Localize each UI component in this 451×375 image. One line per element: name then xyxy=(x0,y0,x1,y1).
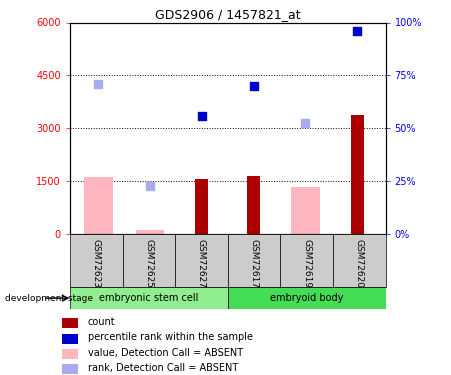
Text: GSM72625: GSM72625 xyxy=(144,238,153,288)
Bar xyxy=(228,234,281,287)
Bar xyxy=(195,179,208,234)
Text: GSM72623: GSM72623 xyxy=(92,238,101,288)
Text: GSM72617: GSM72617 xyxy=(249,238,258,288)
Bar xyxy=(136,231,164,234)
Text: embryonic stem cell: embryonic stem cell xyxy=(99,293,198,303)
Text: GSM72619: GSM72619 xyxy=(302,238,311,288)
Bar xyxy=(333,234,386,287)
Text: embryoid body: embryoid body xyxy=(270,293,343,303)
Bar xyxy=(228,287,386,309)
Bar xyxy=(84,177,113,234)
Title: GDS2906 / 1457821_at: GDS2906 / 1457821_at xyxy=(155,8,300,21)
Bar xyxy=(247,176,260,234)
Text: development stage: development stage xyxy=(5,294,92,303)
Bar xyxy=(291,187,320,234)
Point xyxy=(354,28,361,34)
Bar xyxy=(123,234,175,287)
Text: GSM72620: GSM72620 xyxy=(355,238,364,288)
Text: GSM72627: GSM72627 xyxy=(197,238,206,288)
Bar xyxy=(70,234,123,287)
Text: count: count xyxy=(88,317,115,327)
Bar xyxy=(281,234,333,287)
Point xyxy=(302,120,309,126)
Bar xyxy=(62,349,78,359)
Bar xyxy=(62,318,78,328)
Bar xyxy=(70,287,228,309)
Bar xyxy=(62,364,78,374)
Text: value, Detection Call = ABSENT: value, Detection Call = ABSENT xyxy=(88,348,243,358)
Bar xyxy=(351,115,364,234)
Point xyxy=(147,183,154,189)
Bar xyxy=(62,334,78,344)
Text: rank, Detection Call = ABSENT: rank, Detection Call = ABSENT xyxy=(88,363,238,373)
Bar xyxy=(175,234,228,287)
Point xyxy=(198,113,206,119)
Point xyxy=(250,83,257,89)
Text: percentile rank within the sample: percentile rank within the sample xyxy=(88,332,253,342)
Point xyxy=(95,81,102,87)
